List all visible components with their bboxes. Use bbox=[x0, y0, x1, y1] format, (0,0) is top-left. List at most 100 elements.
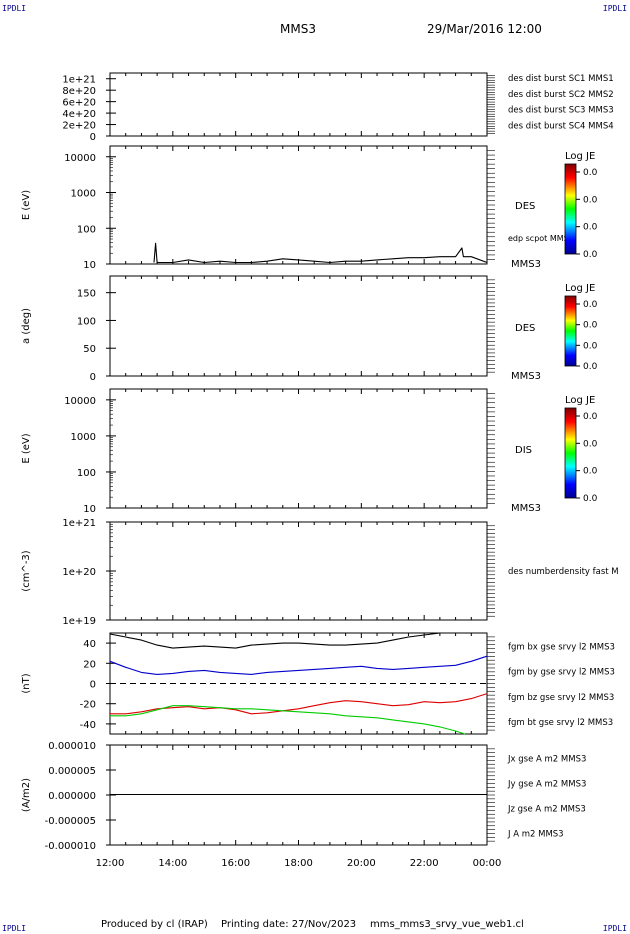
legend-entry: des dist burst SC2 MMS2 bbox=[508, 90, 614, 100]
series-line-p6-1 bbox=[110, 705, 466, 735]
datetime-title: 29/Mar/2016 12:00 bbox=[427, 22, 542, 36]
colorbar-tick-label: 0.0 bbox=[583, 341, 598, 351]
colorbar-tick-label: 0.0 bbox=[583, 412, 598, 422]
y-tick-label: -20 bbox=[80, 700, 96, 711]
legend-entry: fgm by gse srvy l2 MMS3 bbox=[508, 668, 615, 678]
footer-produced-by: Produced by cl (IRAP) bbox=[101, 919, 208, 930]
panel-frame-p2 bbox=[109, 145, 488, 265]
right-panel-label: DES bbox=[515, 201, 535, 212]
y-tick-label: 0.000010 bbox=[48, 741, 96, 752]
series-line-p2-0 bbox=[153, 242, 488, 264]
colorbar bbox=[564, 407, 577, 499]
series-line-p6-3 bbox=[109, 632, 456, 649]
legend-entry: des dist burst SC1 MMS1 bbox=[508, 74, 614, 84]
spacecraft-title: MMS3 bbox=[280, 22, 316, 36]
right-panel-label: DIS bbox=[515, 445, 532, 456]
x-tick-label: 20:00 bbox=[347, 858, 376, 869]
x-tick-label: 22:00 bbox=[410, 858, 439, 869]
right-panel-label: MMS3 bbox=[511, 503, 541, 514]
overlay-label: edp scpot MMS3 bbox=[508, 234, 574, 243]
y-tick-label: 100 bbox=[77, 316, 96, 327]
panel-frame-p4 bbox=[109, 388, 488, 509]
legend-entry: J A m2 MMS3 bbox=[507, 829, 564, 839]
y-tick-label: 1e+21 bbox=[62, 518, 96, 529]
colorbar-tick-label: 0.0 bbox=[583, 250, 598, 260]
colorbar-tick-label: 0.0 bbox=[583, 467, 598, 477]
x-tick-label: 14:00 bbox=[158, 858, 187, 869]
legend-entry: des dist burst SC4 MMS4 bbox=[508, 121, 614, 131]
y-tick-label: 0 bbox=[90, 680, 96, 691]
y-tick-label: 1e+19 bbox=[62, 616, 96, 627]
x-tick-label: 16:00 bbox=[221, 858, 250, 869]
y-tick-label: 1000 bbox=[71, 432, 96, 443]
colorbar-tick-label: 0.0 bbox=[583, 300, 598, 310]
legend-entry: fgm bt gse srvy l2 MMS3 bbox=[508, 718, 613, 728]
y-tick-label: 8e+20 bbox=[62, 86, 96, 97]
y-tick-label: 10 bbox=[83, 260, 96, 271]
panel-frame-p5 bbox=[109, 521, 488, 621]
panel-frame-p1 bbox=[109, 72, 488, 137]
colorbar-tick-label: 0.0 bbox=[583, 362, 598, 372]
y-tick-label: 0 bbox=[90, 372, 96, 383]
legend-entry: Jz gse A m2 MMS3 bbox=[507, 804, 586, 814]
y-axis-label: E (eV) bbox=[21, 433, 32, 463]
colorbar-tick-label: 0.0 bbox=[583, 168, 598, 178]
y-tick-label: 10 bbox=[83, 504, 96, 515]
y-tick-label: -0.000005 bbox=[45, 816, 96, 827]
x-tick-label: 12:00 bbox=[96, 858, 125, 869]
colorbar-tick-label: 0.0 bbox=[583, 195, 598, 205]
panel-frame-p3 bbox=[109, 275, 488, 377]
series-line-p6-2 bbox=[109, 655, 488, 675]
y-axis-label: (A/m2) bbox=[21, 778, 32, 812]
y-tick-label: 4e+20 bbox=[62, 109, 96, 120]
footer-filename: mms_mms3_srvy_vue_web1.cl bbox=[370, 919, 524, 930]
legend-entry: Jx gse A m2 MMS3 bbox=[507, 754, 586, 764]
corner-label-top-left: IPDLI bbox=[2, 4, 27, 13]
y-tick-label: 50 bbox=[83, 344, 96, 355]
legend-entry: fgm bx gse srvy l2 MMS3 bbox=[508, 642, 615, 652]
colorbar-title: Log JE bbox=[565, 283, 595, 294]
y-axis-label: a (deg) bbox=[21, 308, 32, 344]
colorbar bbox=[564, 163, 577, 255]
colorbar-tick-label: 0.0 bbox=[583, 494, 598, 504]
y-tick-label: 40 bbox=[83, 639, 96, 650]
y-tick-label: 1000 bbox=[71, 189, 96, 200]
y-tick-label: -0.000010 bbox=[45, 841, 96, 852]
y-tick-label: 0.000005 bbox=[48, 766, 96, 777]
y-axis-label: E (eV) bbox=[21, 190, 32, 220]
right-panel-label: DES bbox=[515, 323, 535, 334]
y-tick-label: 2e+20 bbox=[62, 121, 96, 132]
y-tick-label: 0 bbox=[90, 132, 96, 143]
y-tick-label: 150 bbox=[77, 289, 96, 300]
corner-label-top-right: IPDLI bbox=[602, 4, 627, 13]
y-tick-label: 0.000000 bbox=[48, 791, 96, 802]
colorbar-tick-label: 0.0 bbox=[583, 439, 598, 449]
y-tick-label: 100 bbox=[77, 468, 96, 479]
y-tick-label: -40 bbox=[80, 720, 96, 731]
right-panel-label: MMS3 bbox=[511, 371, 541, 382]
colorbar bbox=[564, 295, 577, 367]
colorbar-tick-label: 0.0 bbox=[583, 223, 598, 233]
x-tick-label: 18:00 bbox=[284, 858, 313, 869]
y-axis-label: (nT) bbox=[21, 673, 32, 693]
y-tick-label: 1e+20 bbox=[62, 567, 96, 578]
y-axis-label: (cm^-3) bbox=[21, 550, 32, 591]
colorbar-title: Log JE bbox=[565, 395, 595, 406]
footer-printing-date: Printing date: 27/Nov/2023 bbox=[221, 919, 357, 930]
y-tick-label: 100 bbox=[77, 224, 96, 235]
y-tick-label: 6e+20 bbox=[62, 98, 96, 109]
colorbar-title: Log JE bbox=[565, 151, 595, 162]
y-tick-label: 20 bbox=[83, 659, 96, 670]
colorbar-tick-label: 0.0 bbox=[583, 321, 598, 331]
legend-entry: des numberdensity fast M bbox=[508, 567, 619, 577]
y-tick-label: 10000 bbox=[64, 396, 96, 407]
x-tick-label: 00:00 bbox=[473, 858, 502, 869]
legend-entry: Jy gse A m2 MMS3 bbox=[507, 779, 586, 789]
corner-label-bottom-left: IPDLI bbox=[2, 924, 27, 933]
legend-entry: fgm bz gse srvy l2 MMS3 bbox=[508, 693, 614, 703]
y-tick-label: 1e+21 bbox=[62, 75, 96, 86]
corner-label-bottom-right: IPDLI bbox=[602, 924, 627, 933]
y-tick-label: 10000 bbox=[64, 153, 96, 164]
series-line-p6-0 bbox=[110, 693, 488, 715]
